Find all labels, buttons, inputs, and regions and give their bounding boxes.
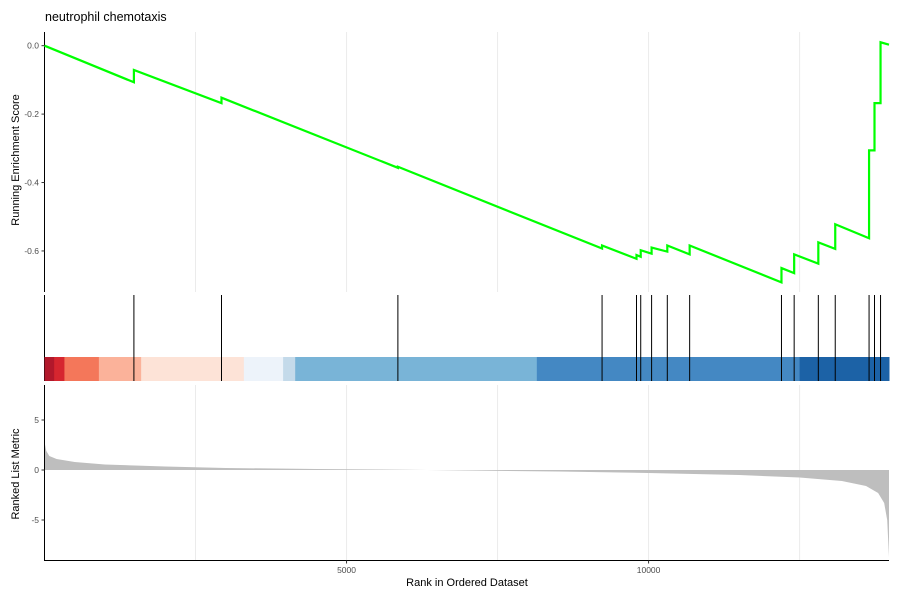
running-score-grid xyxy=(195,32,801,292)
running-score-tick-label: -0.2 xyxy=(24,109,39,119)
ranked-metric-tick-label: 0 xyxy=(34,465,39,475)
x-tick-label: 5000 xyxy=(337,565,356,575)
color-bar-segment xyxy=(243,357,284,381)
running-score-line xyxy=(44,40,890,285)
running-score-panel: 0.0 -0.2 -0.4 -0.6 Running Enrichment Score xyxy=(10,32,890,292)
x-tick-label: 10000 xyxy=(637,565,661,575)
color-bar-segment xyxy=(44,357,55,381)
running-score-tick-label: 0.0 xyxy=(27,41,39,51)
color-bar-segment xyxy=(283,357,296,381)
color-bar-segment xyxy=(54,357,65,381)
running-score-tick-label: -0.4 xyxy=(24,178,39,188)
color-bar-segment xyxy=(799,357,890,381)
ranked-metric-panel: 5 0 -5 5000 10000 Ranked List Metric Rank i… xyxy=(10,385,889,589)
ranked-metric-tick-label: 5 xyxy=(34,415,39,425)
running-score-tick-label: -0.6 xyxy=(24,246,39,256)
hit-panel xyxy=(44,295,890,381)
gene-hit-marks xyxy=(133,295,882,381)
ranked-metric-y-label: Ranked List Metric xyxy=(10,428,22,520)
x-ticks: 5000 10000 xyxy=(337,560,661,575)
x-axis-label: Rank in Ordered Dataset xyxy=(406,577,528,589)
ranked-metric-y-ticks: 5 0 -5 xyxy=(31,415,45,525)
rank-color-bar xyxy=(44,357,890,381)
color-bar-segment xyxy=(141,357,245,381)
chart-title: neutrophil chemotaxis xyxy=(45,10,167,24)
running-score-y-label: Running Enrichment Score xyxy=(10,94,22,225)
running-score-y-ticks: 0.0 -0.2 -0.4 -0.6 xyxy=(24,41,45,256)
ranked-metric-tick-label: -5 xyxy=(31,515,39,525)
color-bar-segment xyxy=(536,357,801,381)
color-bar-segment xyxy=(98,357,142,381)
color-bar-segment xyxy=(295,357,538,381)
ranked-metric-area xyxy=(44,442,889,557)
color-bar-segment xyxy=(64,357,100,381)
